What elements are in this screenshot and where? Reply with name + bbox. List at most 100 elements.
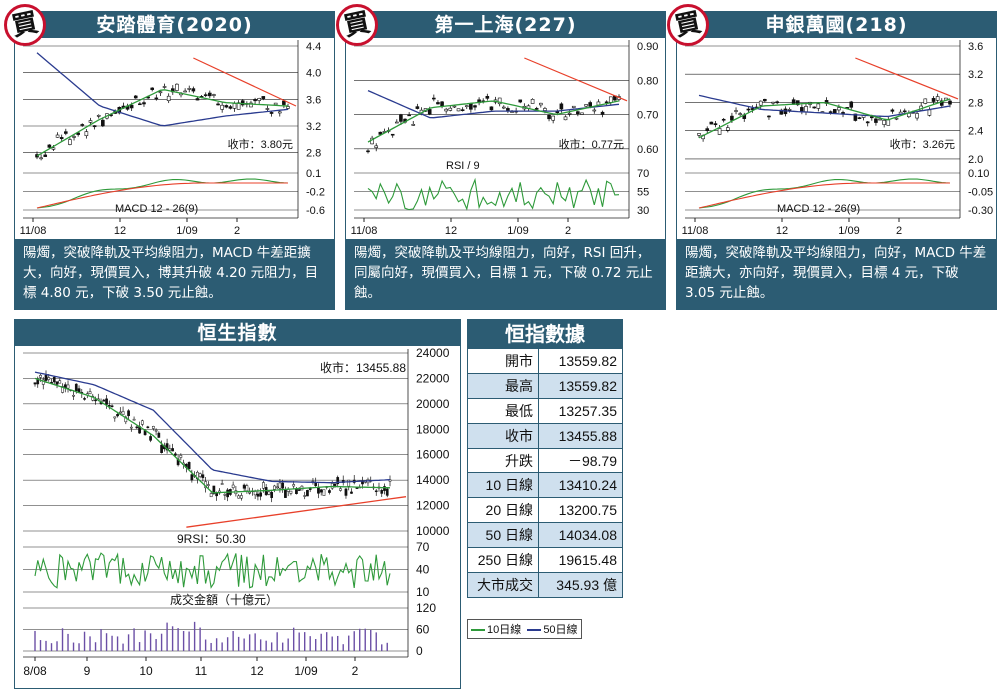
candle-body (539, 102, 543, 106)
candle-body (215, 492, 218, 497)
candle-body (110, 405, 114, 408)
indicator-label: MACD 12 - 26(9) (777, 203, 860, 215)
x-tick-label: 2 (565, 225, 571, 237)
candle-body (383, 486, 386, 491)
candle-body (915, 113, 919, 119)
candle-body (828, 111, 833, 113)
candle-body (948, 100, 952, 105)
candle-body (411, 124, 416, 126)
candle-body (286, 106, 290, 109)
candle-body (232, 103, 237, 109)
stats-label: 20 日線 (468, 497, 539, 523)
candle-body (52, 376, 56, 383)
downtrend-line (193, 57, 297, 107)
candle-body (76, 132, 80, 135)
candle-body (281, 482, 285, 489)
candle-body (473, 105, 477, 108)
x-tick-label: 1/09 (507, 225, 528, 237)
candle-body (116, 414, 119, 417)
candle-body (592, 109, 597, 112)
candle-body (390, 133, 395, 136)
candle-body (66, 384, 70, 389)
candle-body (890, 109, 895, 112)
stats-row: 20 日線 13200.75 (468, 497, 622, 523)
stats-value: 13257.35 (538, 397, 622, 424)
candle-body (245, 485, 249, 492)
candle-body (567, 112, 572, 115)
candle-body (600, 111, 605, 115)
stats-label: 開市 (468, 348, 539, 374)
candle-body (837, 107, 841, 111)
rsi-tick-label: 40 (416, 563, 430, 577)
close-label: 收市：3.80元 (228, 137, 293, 151)
candle-body (709, 121, 714, 125)
candle-body (129, 426, 133, 429)
uptrend-line (186, 496, 407, 528)
candle-body (284, 489, 287, 498)
candle-body (319, 489, 323, 493)
candle-body (162, 86, 167, 88)
candle-body (242, 484, 246, 489)
stats-value: 13559.82 (538, 372, 622, 399)
candle-body (68, 139, 72, 145)
candle-body (518, 99, 523, 103)
stats-label: 50 日線 (468, 522, 539, 548)
candle-body (547, 114, 551, 120)
price-tick-label: 16000 (416, 448, 450, 462)
ma50-legend-label: 50日線 (543, 624, 578, 636)
candle-body (58, 380, 62, 384)
candle-body (179, 455, 183, 458)
price-tick-label: 2.8 (306, 148, 321, 160)
candle-body (236, 102, 241, 110)
candle-body (158, 91, 163, 94)
stats-row: 最低 13257.35 (468, 397, 622, 424)
candle-body (543, 108, 547, 111)
candle-body (187, 88, 192, 90)
ma10-legend-label: 10日線 (487, 624, 522, 636)
candle-body (224, 105, 229, 108)
candle-body (146, 426, 150, 429)
candle-body (74, 383, 78, 391)
candle-body (154, 97, 159, 100)
price-tick-label: 14000 (416, 473, 450, 487)
stats-value: 13200.75 (538, 497, 622, 523)
stats-row: 開市 13559.82 (468, 348, 622, 374)
volume-label: 成交金額（十億元） (170, 592, 278, 607)
stock-description: 陽燭，突破降軌及平均線阻力，向好，RSI 回升，同屬向好，現價買入，目標 1 元… (346, 239, 665, 309)
indicator-tick-label: -0.30 (968, 205, 993, 217)
candle-body (306, 490, 309, 497)
candle-body (336, 477, 340, 485)
candle-body (157, 432, 161, 438)
candle-body (191, 88, 196, 92)
rsi-tick-label: 10 (416, 585, 430, 599)
x-tick-label: 11/08 (682, 225, 709, 237)
candle-body (275, 486, 279, 489)
candle-body (775, 101, 779, 104)
volume-tick-label: 0 (416, 644, 423, 658)
candle-body (107, 405, 111, 407)
candle-body (267, 491, 271, 495)
x-tick-label: 2 (896, 225, 902, 237)
price-tick-label: 24000 (416, 346, 450, 360)
candle-body (534, 108, 539, 110)
price-tick-label: 4.4 (306, 41, 321, 53)
price-tick-label: 4.0 (306, 68, 321, 80)
x-tick-label: 11/08 (20, 225, 47, 237)
candle-body (448, 107, 453, 111)
x-tick-label: 12 (445, 225, 457, 237)
candle-body (427, 109, 432, 115)
candle-body (440, 101, 444, 107)
x-tick-label: 12 (250, 664, 264, 678)
hsi-stats-table: 恒指數據 開市 13559.82 最高 13559.82 最低 13257.35 收市 134… (467, 319, 623, 598)
candle-body (269, 112, 274, 114)
candle-body (253, 99, 257, 102)
candle-body (43, 154, 48, 157)
price-tick-label: 12000 (416, 499, 450, 513)
candle-body (226, 489, 229, 498)
stats-value: 14034.08 (538, 522, 622, 548)
stats-value: －98.79 (538, 447, 622, 473)
stats-label: 最低 (468, 397, 539, 424)
candle-body (350, 491, 353, 494)
x-tick-label: 2 (352, 664, 359, 678)
candle-body (395, 121, 399, 124)
